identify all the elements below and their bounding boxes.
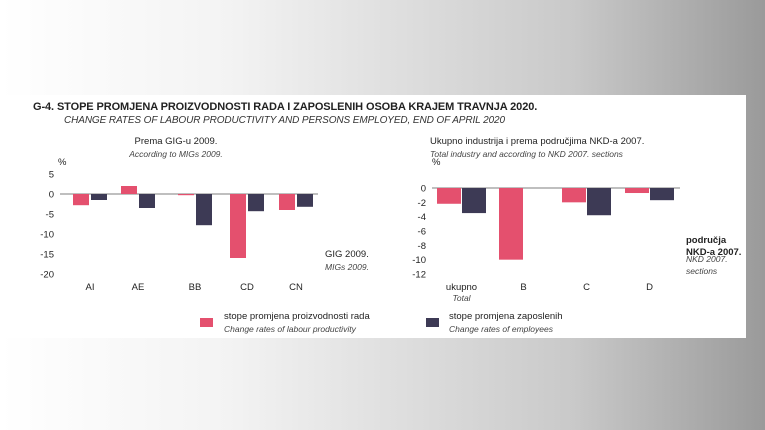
employees-bar-ai xyxy=(91,194,107,200)
employees-bar-d xyxy=(650,188,674,201)
figure-panel xyxy=(0,95,746,338)
x-axis-label-line1: područja xyxy=(686,235,727,246)
employees-bar-cn xyxy=(297,194,313,207)
productivity-bar-c xyxy=(562,188,586,203)
y-tick-label: -4 xyxy=(418,212,426,223)
category-label: CN xyxy=(289,282,303,293)
employees-bar-ae xyxy=(139,194,155,208)
x-axis-sublabel: MIGs 2009. xyxy=(325,262,369,272)
chart-subtitle: According to MIGs 2009. xyxy=(128,149,223,159)
employees-bar-bb xyxy=(196,194,212,226)
y-tick-label: -6 xyxy=(418,227,426,238)
chart-subtitle: Total industry and according to NKD 2007… xyxy=(430,149,624,159)
category-label: B xyxy=(520,282,526,293)
category-sublabel: Total xyxy=(452,293,471,303)
y-tick-label: 5 xyxy=(49,170,54,181)
y-tick-label: -8 xyxy=(418,241,426,252)
legend-label-employees: stope promjena zaposlenih xyxy=(449,311,563,322)
legend-swatch-employees xyxy=(426,318,439,327)
employees-bar-ukupno xyxy=(462,188,486,214)
figure-title: G-4. STOPE PROMJENA PROIZVODNOSTI RADA I… xyxy=(33,101,538,113)
category-label: ukupno xyxy=(446,282,477,293)
x-axis-sublabel-line2: sections xyxy=(686,266,718,276)
productivity-bar-bb xyxy=(178,194,194,196)
y-axis-label: % xyxy=(432,157,441,168)
y-tick-label: -12 xyxy=(412,270,426,281)
x-axis-label-line2: NKD-a 2007. xyxy=(686,247,741,258)
category-label: D xyxy=(646,282,653,293)
category-label: C xyxy=(583,282,590,293)
y-tick-label: -10 xyxy=(40,230,54,241)
y-tick-label: 0 xyxy=(421,184,426,195)
y-tick-label: -5 xyxy=(46,210,54,221)
employees-bar-c xyxy=(587,188,611,216)
productivity-bar-ai xyxy=(73,194,89,206)
y-tick-label: -2 xyxy=(418,198,426,209)
legend-sub-employees: Change rates of employees xyxy=(449,324,553,334)
x-axis-sublabel-line1: NKD 2007. xyxy=(686,254,728,264)
category-label: AI xyxy=(86,282,95,293)
y-tick-label: 0 xyxy=(49,190,54,201)
productivity-bar-d xyxy=(625,188,649,194)
category-label: AE xyxy=(132,282,145,293)
productivity-bar-b xyxy=(499,188,523,260)
productivity-bar-cd xyxy=(230,194,246,258)
figure-subtitle: CHANGE RATES OF LABOUR PRODUCTIVITY AND … xyxy=(64,115,505,126)
productivity-bar-ukupno xyxy=(437,188,461,204)
y-axis-label: % xyxy=(58,157,67,168)
y-tick-label: -10 xyxy=(412,255,426,266)
y-tick-label: -15 xyxy=(40,250,54,261)
productivity-bar-ae xyxy=(121,186,137,194)
x-axis-label: GIG 2009. xyxy=(325,249,369,260)
chart-title: Prema GIG-u 2009. xyxy=(135,136,218,147)
productivity-bar-cn xyxy=(279,194,295,210)
category-label: BB xyxy=(189,282,202,293)
chart-title: Ukupno industrija i prema područjima NKD… xyxy=(430,136,644,147)
legend-label-productivity: stope promjena proizvodnosti rada xyxy=(224,311,370,322)
legend-swatch-productivity xyxy=(200,318,213,327)
legend-sub-productivity: Change rates of labour productivity xyxy=(224,324,356,334)
category-label: CD xyxy=(240,282,254,293)
employees-bar-cd xyxy=(248,194,264,212)
y-tick-label: -20 xyxy=(40,270,54,281)
